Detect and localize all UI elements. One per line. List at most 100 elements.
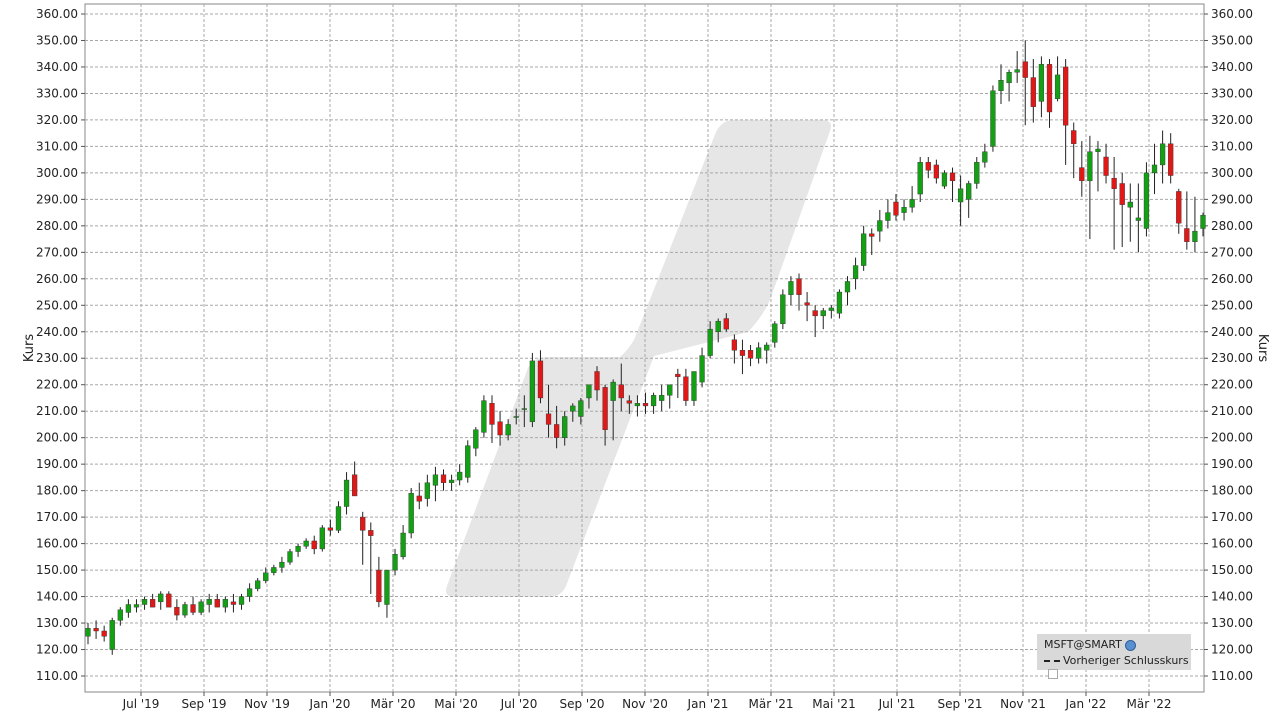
- candle-up[interactable]: [836, 289, 843, 319]
- candle-up[interactable]: [473, 427, 479, 457]
- candle-down[interactable]: [812, 305, 818, 338]
- candle-up[interactable]: [117, 607, 123, 626]
- candle-up[interactable]: [1135, 183, 1141, 253]
- candle-down[interactable]: [1079, 141, 1085, 197]
- candle-down[interactable]: [497, 411, 503, 446]
- candle-up[interactable]: [957, 175, 964, 226]
- candle-up[interactable]: [125, 599, 132, 618]
- candle-up[interactable]: [246, 583, 253, 602]
- candle-up[interactable]: [465, 440, 471, 483]
- candle-down[interactable]: [642, 392, 649, 414]
- candle-up[interactable]: [141, 596, 148, 610]
- candle-up[interactable]: [279, 556, 285, 573]
- candle-down[interactable]: [933, 159, 939, 184]
- candle-up[interactable]: [901, 199, 907, 221]
- candle-up[interactable]: [820, 307, 826, 330]
- candle-down[interactable]: [739, 339, 746, 375]
- candle-down[interactable]: [796, 273, 802, 311]
- candle-down[interactable]: [618, 363, 624, 412]
- candle-up[interactable]: [505, 419, 511, 441]
- candle-up[interactable]: [513, 408, 519, 425]
- candle-up[interactable]: [578, 397, 584, 425]
- candle-up[interactable]: [85, 623, 91, 645]
- candle-up[interactable]: [481, 395, 487, 438]
- candle-up[interactable]: [271, 564, 277, 576]
- candle-up[interactable]: [319, 525, 325, 552]
- candle-down[interactable]: [747, 345, 754, 367]
- candle-up[interactable]: [529, 352, 536, 428]
- candle-up[interactable]: [1054, 56, 1061, 102]
- candle-up[interactable]: [715, 318, 721, 343]
- candle-up[interactable]: [424, 474, 430, 507]
- candle-up[interactable]: [206, 593, 212, 613]
- candle-down[interactable]: [626, 395, 632, 414]
- candle-up[interactable]: [667, 384, 673, 409]
- candle-up[interactable]: [198, 599, 204, 616]
- candle-up[interactable]: [432, 466, 439, 502]
- candle-up[interactable]: [448, 474, 455, 491]
- candle-up[interactable]: [1087, 135, 1093, 240]
- candle-up[interactable]: [780, 289, 786, 330]
- candle-up[interactable]: [521, 395, 527, 428]
- candle-down[interactable]: [804, 292, 810, 322]
- candle-up[interactable]: [634, 395, 641, 417]
- candle-down[interactable]: [1046, 59, 1053, 128]
- candle-down[interactable]: [893, 194, 899, 221]
- candle-down[interactable]: [949, 167, 956, 203]
- candle-up[interactable]: [287, 548, 293, 565]
- candle-down[interactable]: [368, 522, 374, 594]
- candle-up[interactable]: [1038, 56, 1045, 118]
- candle-down[interactable]: [174, 599, 180, 621]
- candle-down[interactable]: [1030, 59, 1036, 123]
- candle-down[interactable]: [553, 405, 560, 449]
- candle-down[interactable]: [683, 368, 689, 406]
- candle-down[interactable]: [537, 350, 544, 404]
- candle-down[interactable]: [869, 228, 875, 255]
- candle-down[interactable]: [1111, 156, 1117, 250]
- candle-up[interactable]: [343, 472, 350, 515]
- candle-up[interactable]: [295, 543, 301, 557]
- candle-up[interactable]: [998, 64, 1004, 105]
- candle-down[interactable]: [675, 368, 681, 398]
- candle-down[interactable]: [1119, 172, 1125, 248]
- candle-down[interactable]: [190, 596, 196, 616]
- candle-down[interactable]: [1184, 191, 1190, 250]
- globe-icon[interactable]: [1124, 639, 1136, 651]
- candle-up[interactable]: [1143, 162, 1150, 237]
- candle-up[interactable]: [764, 342, 770, 364]
- candle-up[interactable]: [1151, 143, 1158, 195]
- candle-up[interactable]: [877, 209, 883, 242]
- candle-up[interactable]: [966, 180, 972, 218]
- candle-down[interactable]: [311, 535, 317, 555]
- candle-down[interactable]: [93, 620, 99, 639]
- candle-up[interactable]: [570, 403, 576, 422]
- candle-down[interactable]: [1071, 122, 1077, 179]
- candle-up[interactable]: [610, 379, 616, 441]
- candle-up[interactable]: [1127, 183, 1133, 242]
- candle-up[interactable]: [1006, 69, 1012, 102]
- candle-down[interactable]: [150, 593, 156, 608]
- candle-down[interactable]: [602, 384, 608, 446]
- candle-up[interactable]: [650, 392, 657, 414]
- candle-up[interactable]: [158, 591, 164, 610]
- candle-up[interactable]: [909, 186, 915, 213]
- candle-up[interactable]: [392, 548, 398, 576]
- candle-up[interactable]: [1200, 212, 1206, 237]
- candle-up[interactable]: [755, 342, 762, 364]
- candle-up[interactable]: [400, 525, 406, 560]
- candle-up[interactable]: [941, 170, 948, 189]
- candle-down[interactable]: [489, 395, 495, 443]
- candle-up[interactable]: [384, 569, 390, 618]
- candle-up[interactable]: [263, 567, 269, 584]
- candle-up[interactable]: [1014, 51, 1020, 83]
- candle-up[interactable]: [222, 596, 228, 613]
- candle-up[interactable]: [885, 199, 891, 229]
- candle-down[interactable]: [1168, 133, 1174, 184]
- candle-up[interactable]: [1159, 130, 1166, 184]
- candle-down[interactable]: [376, 556, 382, 608]
- candle-up[interactable]: [457, 464, 463, 486]
- candle-up[interactable]: [699, 347, 705, 388]
- candle-up[interactable]: [182, 601, 188, 618]
- candle-down[interactable]: [1022, 40, 1028, 126]
